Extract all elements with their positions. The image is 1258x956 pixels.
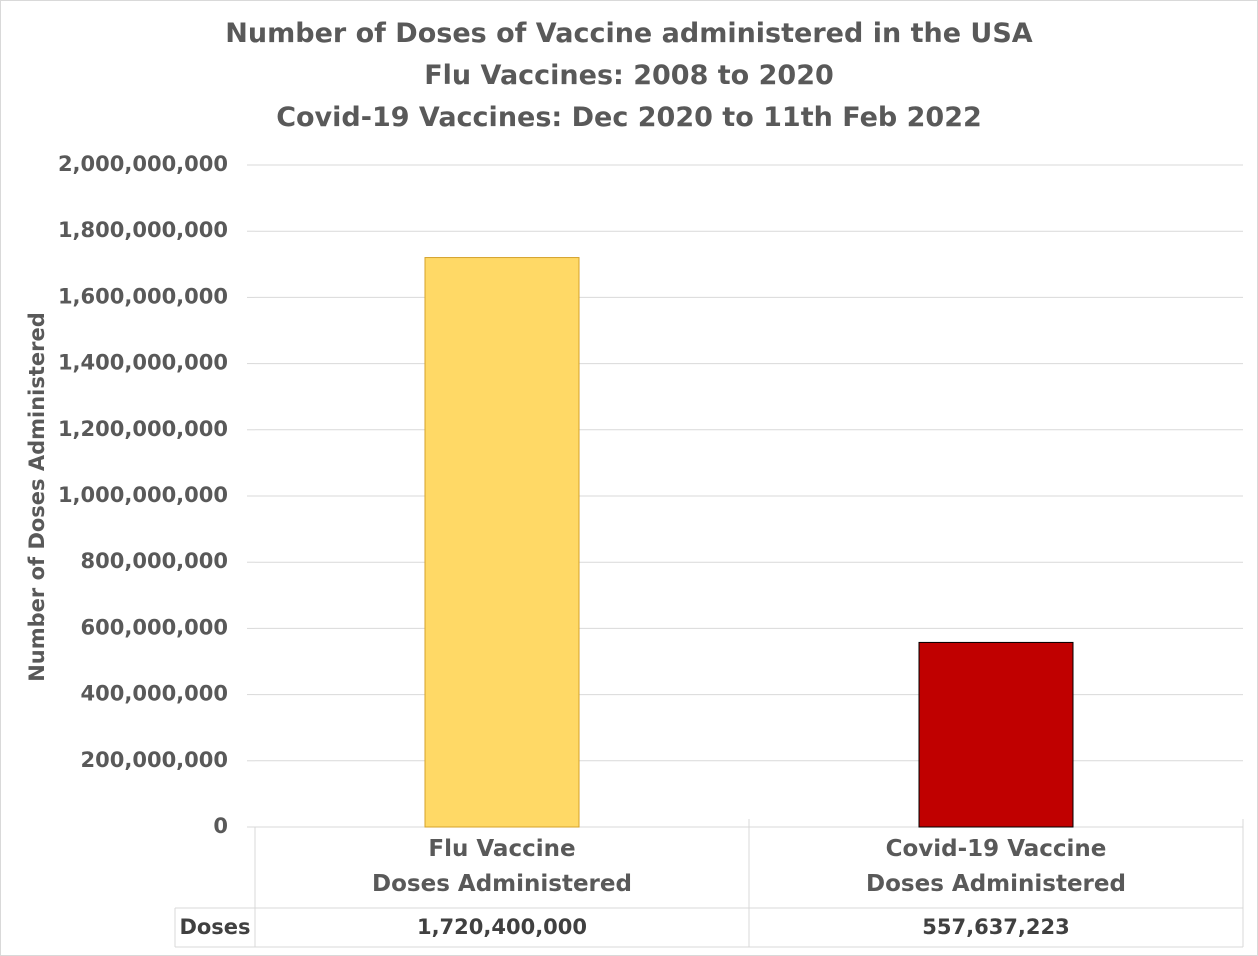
y-tick-label: 1,200,000,000	[58, 417, 228, 441]
x-tick-label: Flu Vaccine Doses Administered	[372, 836, 632, 897]
value-label: 1,720,400,000	[416, 915, 588, 939]
x-tick-label: Covid-19 Vaccine Doses Administered	[866, 836, 1126, 897]
y-tick-label: 1,000,000,000	[58, 483, 228, 507]
y-tick-label: 800,000,000	[81, 549, 228, 573]
row-header: Doses	[179, 915, 251, 939]
chart-subtitle: Flu Vaccines: 2008 to 2020 Covid-19 Vacc…	[276, 60, 982, 133]
y-tick-label: 2,000,000,000	[58, 152, 228, 176]
y-tick-label: 1,400,000,000	[58, 351, 228, 375]
chart-title: Number of Doses of Vaccine administered …	[225, 18, 1033, 49]
bar	[918, 641, 1074, 828]
bar	[424, 257, 580, 828]
y-tick-label: 400,000,000	[81, 682, 228, 706]
y-tick-label: 1,800,000,000	[58, 218, 228, 242]
y-tick-label: 200,000,000	[81, 748, 228, 772]
y-tick-label: 600,000,000	[81, 615, 228, 639]
y-tick-label: 0	[213, 814, 228, 838]
value-label: 557,637,223	[922, 915, 1070, 939]
y-tick-label: 1,600,000,000	[58, 284, 228, 308]
y-axis-label: Number of Doses Administered	[25, 312, 49, 682]
